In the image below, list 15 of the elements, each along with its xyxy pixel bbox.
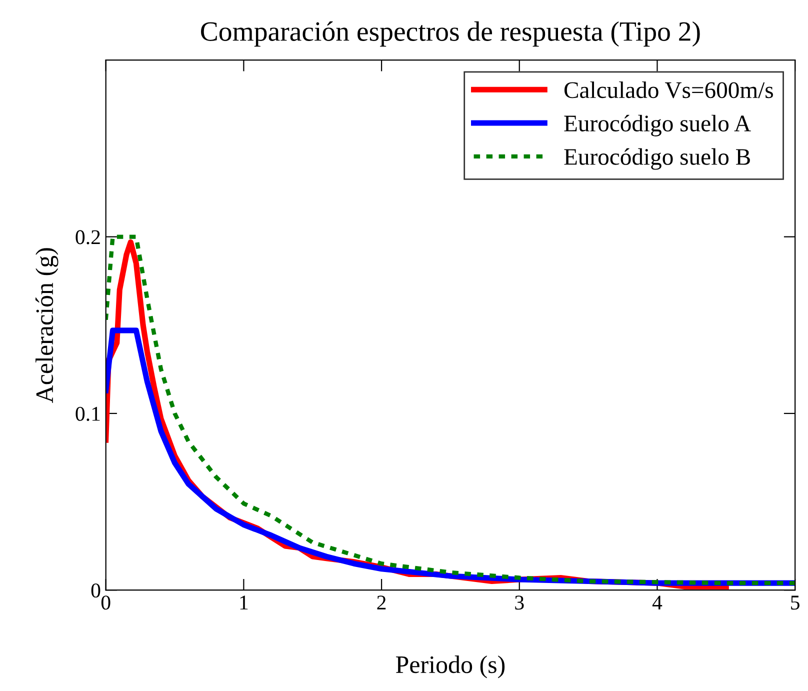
legend-label: Eurocódigo suelo B bbox=[564, 148, 750, 170]
x-tick-label: 0 bbox=[101, 596, 110, 610]
x-axis-title: Periodo (s) bbox=[396, 656, 505, 678]
y-axis-title: Aceleración (g) bbox=[36, 248, 58, 403]
y-tick-label: 0.1 bbox=[76, 406, 100, 421]
x-tick-label: 2 bbox=[377, 596, 386, 610]
legend-label: Eurocódigo suelo A bbox=[564, 114, 751, 136]
x-tick-label: 5 bbox=[791, 596, 800, 610]
chart-title: Comparación espectros de respuesta (Tipo 2) bbox=[201, 21, 700, 47]
y-tick-label: 0 bbox=[91, 583, 100, 598]
x-tick-label: 4 bbox=[652, 596, 662, 610]
legend-label: Calculado Vs=600m/s bbox=[564, 82, 773, 98]
y-tick-label: 0.2 bbox=[76, 230, 100, 244]
x-tick-label: 3 bbox=[515, 596, 524, 610]
x-tick-label: 1 bbox=[240, 596, 248, 610]
